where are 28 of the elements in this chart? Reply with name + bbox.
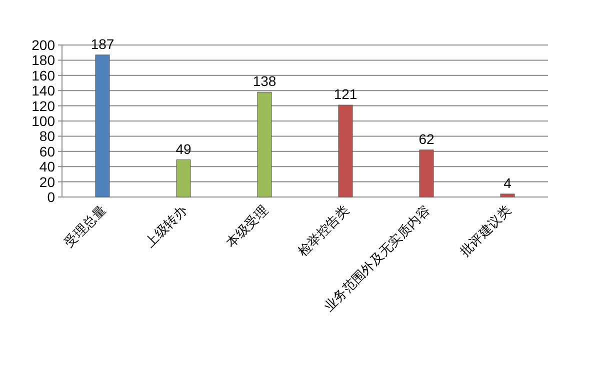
bar [338,104,353,198]
y-tick-label: 180 [32,52,56,68]
y-tick-label: 100 [32,113,56,129]
bar [257,92,272,198]
y-tick-label: 20 [39,174,56,190]
bar [419,150,434,198]
bar [95,54,110,198]
bar [500,194,515,198]
x-tick-label: 受理总量 [61,202,109,250]
data-label: 62 [418,130,434,147]
y-tick-label: 200 [32,37,56,53]
x-tick-label: 批评建议类 [457,202,514,260]
x-tick-label: 上级转办 [142,202,190,250]
y-tick-label: 160 [32,67,56,84]
data-label: 49 [176,140,192,157]
y-tick-label: 140 [32,82,56,99]
x-tick-label: 本级受理 [223,202,271,250]
x-tick-label: 检举控告类 [295,202,352,260]
y-tick-label: 80 [39,128,56,144]
data-label: 138 [252,73,276,90]
y-tick-label: 0 [47,189,56,205]
y-tick-label: 40 [39,158,56,175]
data-label: 187 [90,36,114,52]
bar [176,160,191,198]
y-tick-label: 60 [39,143,56,160]
data-label: 4 [504,174,512,191]
y-tick-label: 120 [32,98,56,114]
data-label: 121 [334,86,358,102]
